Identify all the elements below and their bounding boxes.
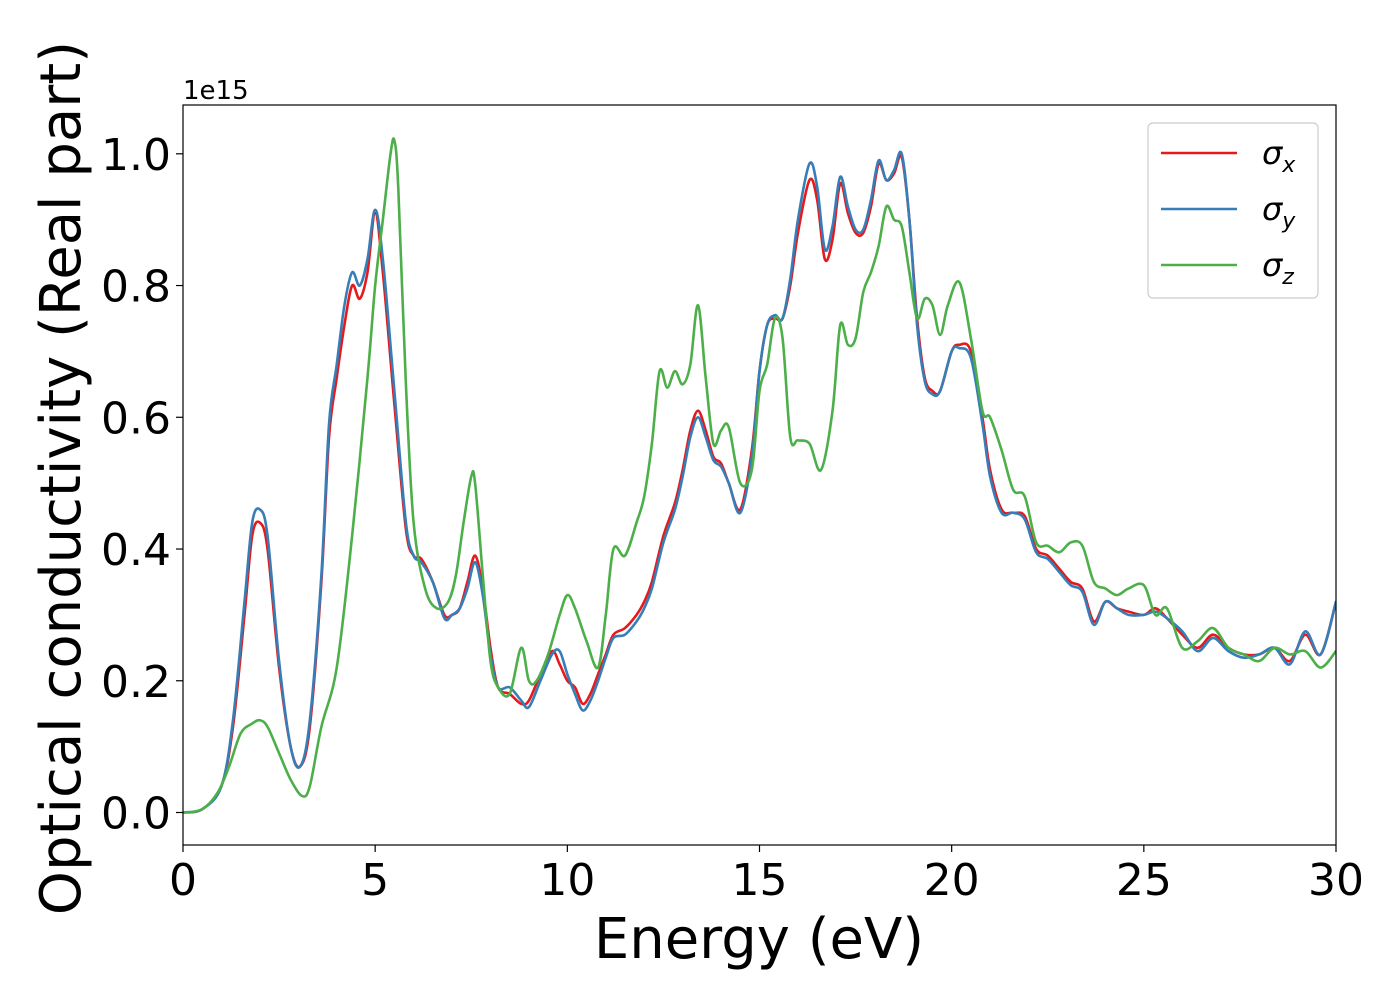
x-tick-label: 20 [924, 855, 980, 906]
x-axis: 0 5 10 15 20 25 30 [169, 845, 1364, 906]
y-tick-label: 0.8 [101, 262, 171, 313]
y-tick-label: 0.2 [101, 657, 171, 708]
y-tick-label: 0.4 [101, 525, 171, 576]
y-axis-offset-text: 1e15 [183, 76, 249, 106]
y-tick-label: 0.0 [101, 789, 171, 840]
x-axis-label: Energy (eV) [594, 907, 924, 972]
x-tick-label: 30 [1308, 855, 1364, 906]
series-line-sigma-y [183, 150, 1336, 814]
x-tick-label: 10 [539, 855, 595, 906]
legend-box [1147, 122, 1319, 299]
x-tick-label: 5 [361, 855, 389, 906]
series-line-sigma-z [183, 137, 1336, 814]
series-layer [183, 137, 1336, 814]
y-axis-label: Optical conductivity (Real part) [29, 41, 94, 915]
y-axis: 0.0 0.2 0.4 0.6 0.8 1.0 [101, 130, 183, 840]
x-tick-label: 0 [169, 855, 197, 906]
y-tick-label: 0.6 [101, 393, 171, 444]
y-tick-label: 1.0 [101, 130, 171, 181]
x-tick-label: 25 [1116, 855, 1172, 906]
x-tick-label: 15 [732, 855, 788, 906]
